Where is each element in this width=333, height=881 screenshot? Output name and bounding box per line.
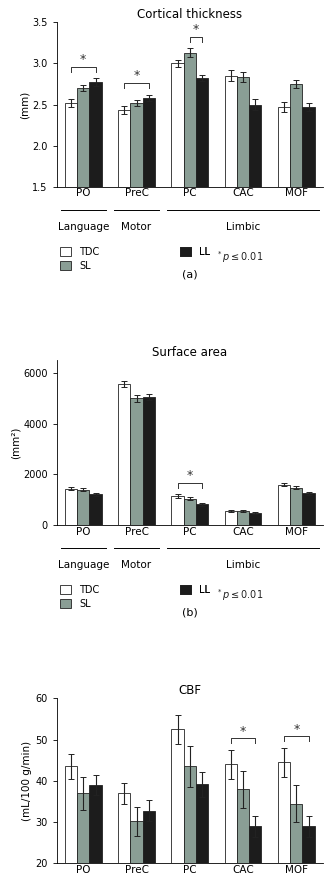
Bar <box>184 53 196 311</box>
Text: *: * <box>80 53 86 66</box>
Bar <box>131 103 143 311</box>
Bar <box>237 512 249 525</box>
Bar <box>118 384 131 525</box>
Bar <box>278 485 290 525</box>
Bar <box>225 765 237 881</box>
Bar <box>89 82 102 311</box>
Legend: LL: LL <box>176 581 214 599</box>
Bar <box>77 793 89 881</box>
Bar <box>184 766 196 881</box>
Bar <box>65 103 77 311</box>
Bar <box>237 78 249 311</box>
Text: *: * <box>293 722 299 736</box>
Bar <box>77 490 89 525</box>
Bar <box>249 105 261 311</box>
Text: (b): (b) <box>182 608 198 618</box>
Bar <box>278 762 290 881</box>
Bar <box>290 84 302 311</box>
Bar <box>237 789 249 881</box>
Text: Language: Language <box>58 559 109 570</box>
Bar <box>302 493 315 525</box>
Bar <box>184 499 196 525</box>
Text: *: * <box>193 23 199 36</box>
Bar <box>290 487 302 525</box>
Title: Cortical thickness: Cortical thickness <box>137 8 242 21</box>
Text: *: * <box>134 70 140 82</box>
Text: Language: Language <box>58 222 109 232</box>
Legend: LL: LL <box>176 243 214 261</box>
Text: Motor: Motor <box>122 559 152 570</box>
Bar <box>131 398 143 525</box>
Bar <box>196 78 208 311</box>
Bar <box>196 784 208 881</box>
Bar <box>278 107 290 311</box>
Bar <box>249 513 261 525</box>
Bar <box>171 63 184 311</box>
Title: CBF: CBF <box>178 685 201 697</box>
Bar <box>89 785 102 881</box>
Bar <box>171 496 184 525</box>
Bar <box>143 397 155 525</box>
Text: Limbic: Limbic <box>226 559 260 570</box>
Bar <box>225 511 237 525</box>
Title: Surface area: Surface area <box>152 346 227 359</box>
Text: $^*p \leq 0.01$: $^*p \leq 0.01$ <box>216 587 264 603</box>
Bar <box>290 803 302 881</box>
Bar <box>302 107 315 311</box>
Text: Motor: Motor <box>122 222 152 232</box>
Y-axis label: (mL/100 g/min): (mL/100 g/min) <box>22 741 32 821</box>
Bar <box>171 729 184 881</box>
Bar <box>77 88 89 311</box>
Text: *: * <box>240 724 246 737</box>
Bar <box>65 766 77 881</box>
Bar <box>118 793 131 881</box>
Bar <box>225 76 237 311</box>
Y-axis label: (mm): (mm) <box>19 91 29 119</box>
Bar <box>143 98 155 311</box>
Bar <box>143 811 155 881</box>
Bar <box>89 494 102 525</box>
Bar <box>302 826 315 881</box>
Bar <box>131 821 143 881</box>
Text: Limbic: Limbic <box>226 222 260 232</box>
Bar <box>118 110 131 311</box>
Bar <box>249 826 261 881</box>
Text: (a): (a) <box>182 270 197 279</box>
Text: *: * <box>187 469 193 482</box>
Text: $^*p \leq 0.01$: $^*p \leq 0.01$ <box>216 248 264 264</box>
Bar <box>65 489 77 525</box>
Bar <box>196 505 208 525</box>
Y-axis label: (mm²): (mm²) <box>10 426 20 459</box>
